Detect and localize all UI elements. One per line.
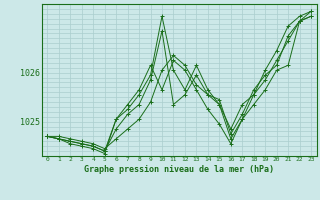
X-axis label: Graphe pression niveau de la mer (hPa): Graphe pression niveau de la mer (hPa) xyxy=(84,165,274,174)
